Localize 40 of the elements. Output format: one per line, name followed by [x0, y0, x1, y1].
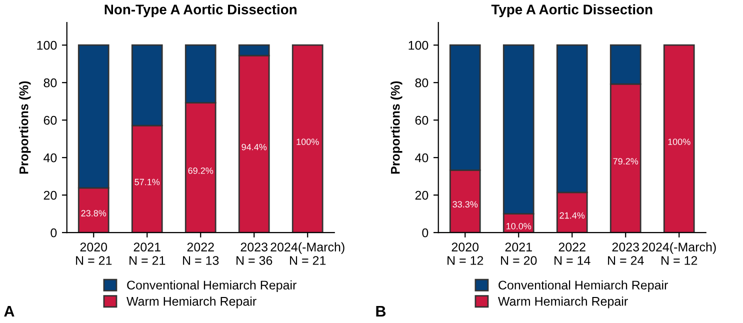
bar: [663, 44, 695, 233]
y-tick-label: 60: [415, 116, 428, 125]
y-axis-title: Proportions (%): [19, 81, 31, 174]
y-tick-label: 20: [44, 190, 57, 200]
data-label: 33.3%: [452, 201, 478, 208]
data-label: 79.2%: [613, 158, 638, 164]
x-tick-label: 2020 N = 21: [76, 242, 112, 265]
bar: [292, 44, 324, 233]
data-label: 100%: [668, 138, 690, 146]
data-label: 10.0%: [506, 222, 532, 230]
x-tick-label: 2021 N = 20: [501, 242, 537, 265]
y-axis-title: Proportions (%): [390, 81, 402, 174]
y-tick-label: 80: [44, 78, 57, 88]
y-tick-label: 80: [415, 78, 428, 88]
y-tick-label: 100: [408, 40, 428, 50]
data-label: 69.2%: [188, 167, 214, 174]
legend-label: Warm Hemiarch Repair: [498, 296, 628, 308]
x-tick-label: 2020 N = 12: [448, 242, 484, 265]
legend-label: Conventional Hemiarch Repair: [498, 280, 668, 292]
y-tick-label: 100: [37, 40, 57, 50]
text: B: [376, 306, 386, 317]
y-tick-label: 0: [422, 228, 428, 238]
legend-label: Conventional Hemiarch Repair: [127, 280, 296, 292]
y-tick-label: 60: [44, 116, 57, 125]
data-label: 57.1%: [134, 178, 160, 186]
legend-label: Warm Hemiarch Repair: [126, 296, 256, 308]
y-tick-label: 0: [50, 228, 57, 238]
x-tick-label: 2022 N = 14: [554, 242, 590, 265]
y-tick-label: 40: [415, 153, 428, 162]
chart-title: Non-Type A Aortic Dissection: [104, 4, 296, 18]
y-tick-label: 40: [44, 153, 57, 162]
data-label: 100%: [296, 138, 319, 146]
data-label: 94.4%: [242, 144, 267, 150]
chart-title: Type A Aortic Dissection: [491, 4, 652, 18]
x-tick-label: 2022 N = 13: [183, 242, 219, 265]
y-tick-label: 20: [415, 190, 428, 200]
text: A: [4, 306, 14, 317]
data-label: 21.4%: [560, 212, 585, 219]
x-tick-label: 2021 N = 21: [130, 242, 166, 265]
data-label: 23.8%: [81, 210, 106, 216]
